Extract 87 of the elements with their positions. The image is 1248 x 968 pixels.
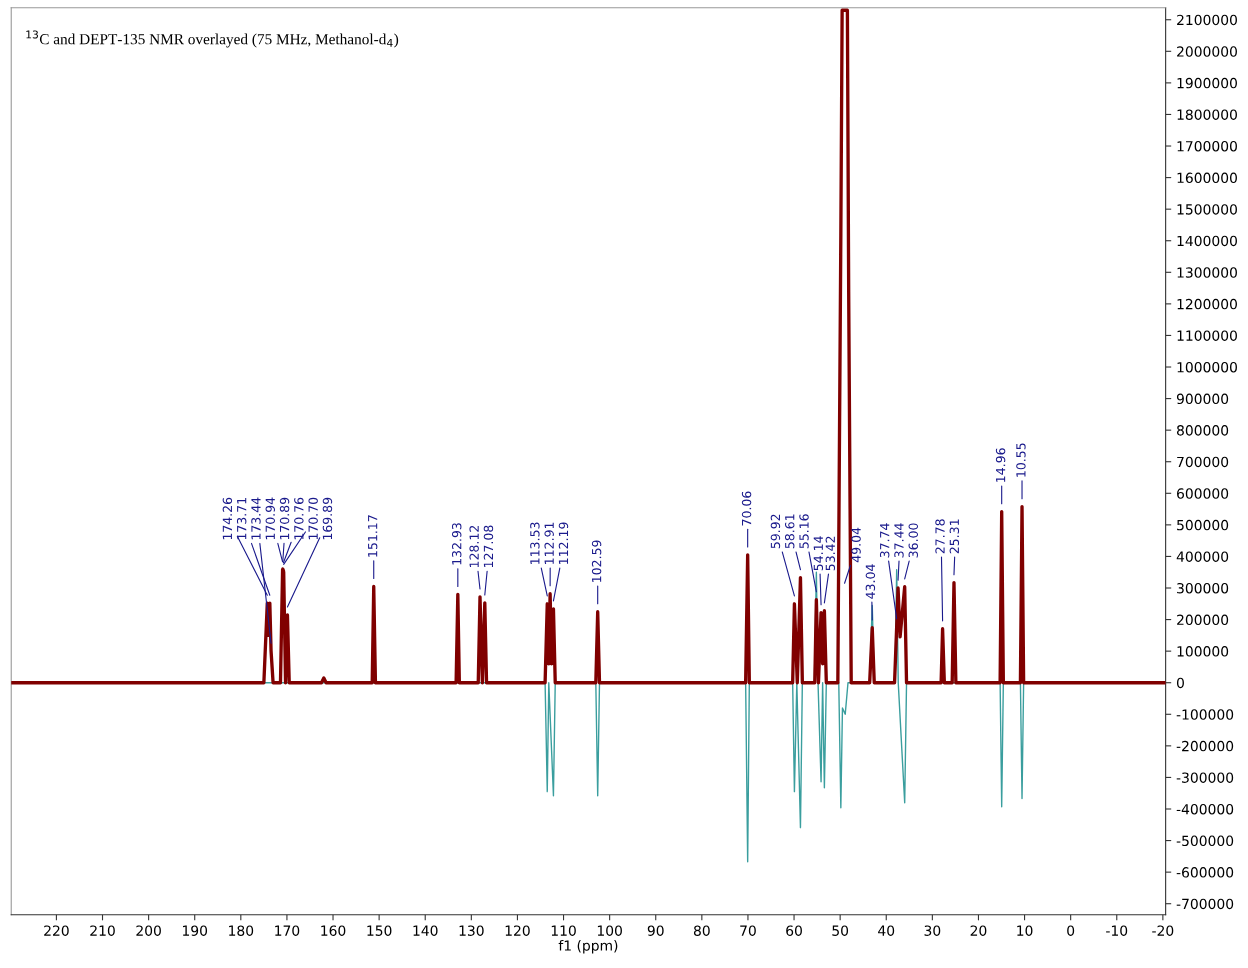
x-tick-label: 180 [229, 925, 254, 936]
annotation: 53.42 [825, 536, 836, 571]
annotation: 58.61 [784, 514, 795, 549]
y-tick-label: -200000 [1176, 740, 1234, 752]
x-tick-label: 40 [878, 925, 895, 936]
y-tick-label: 2100000 [1177, 14, 1237, 26]
annotation: 25.31 [949, 519, 960, 554]
x-tick-label: 190 [182, 925, 208, 936]
y-tick-label: 900000 [1176, 393, 1229, 405]
annotation: 170.76 [294, 497, 304, 540]
x-tick-label: 210 [90, 925, 115, 936]
x-tick-label: 20 [970, 925, 987, 936]
annotation: 37.44 [894, 523, 904, 558]
y-tick-label: 500000 [1177, 519, 1229, 531]
annotation: 43.04 [865, 564, 876, 599]
annotation: 55.16 [799, 514, 809, 549]
x-tick-label: 70 [740, 925, 756, 936]
y-tick-label: 800000 [1176, 425, 1229, 436]
x-tick-label: 150 [367, 925, 392, 936]
y-tick-label: 2000000 [1177, 46, 1237, 57]
x-tick-label: 90 [647, 925, 664, 936]
annotation: 128.12 [469, 525, 479, 568]
y-tick-label: 1300000 [1177, 267, 1237, 278]
x-tick-label: -10 [1106, 925, 1128, 936]
annotation: 169.89 [322, 497, 333, 540]
annotation: 102.59 [591, 540, 602, 582]
annotation: 10.55 [1016, 443, 1026, 477]
text: $^{13}$C and DEPT-135 NMR overlayed (75 MHz, Methanol-d$_{4}$) [26, 30, 399, 48]
y-tick-label: -600000 [1176, 867, 1234, 878]
annotation: 173.44 [251, 497, 261, 540]
y-tick-label: 0 [1176, 677, 1184, 689]
y-tick-label: 200000 [1177, 614, 1229, 626]
annotation: 54.14 [813, 536, 824, 571]
y-tick-label: 1400000 [1177, 235, 1237, 247]
annotation: 113.53 [530, 522, 540, 564]
y-tick-label: 1000000 [1177, 361, 1237, 373]
y-tick-label: 400000 [1176, 551, 1229, 562]
x-tick-label: 130 [459, 925, 484, 936]
y-tick-label: -500000 [1176, 835, 1234, 847]
x-tick-label: 10 [1017, 925, 1033, 936]
annotation: 170.89 [279, 497, 290, 540]
y-tick-label: 1200000 [1177, 298, 1237, 310]
x-axis-title: f1 (ppm) [558, 940, 618, 954]
x-tick-label: 200 [136, 925, 161, 936]
y-tick-label: -700000 [1176, 898, 1234, 910]
x-tick-label: 170 [275, 925, 300, 936]
annotation: 170.94 [265, 497, 275, 540]
annotation: 170.70 [308, 497, 318, 540]
annotation: 27.78 [935, 519, 945, 554]
annotation: 36.00 [908, 523, 918, 558]
x-tick-label: 100 [597, 925, 622, 936]
y-tick-label: 1900000 [1177, 77, 1237, 89]
annotation: 49.04 [851, 527, 861, 563]
y-tick-label: 300000 [1177, 582, 1229, 594]
y-tick-label: 600000 [1177, 488, 1229, 499]
x-tick-label: 50 [832, 925, 849, 936]
annotation: 151.17 [368, 515, 378, 557]
x-tick-label: 80 [693, 925, 710, 936]
x-tick-label: -20 [1152, 925, 1174, 936]
y-tick-label: 1100000 [1177, 330, 1237, 341]
y-tick-label: 1600000 [1177, 172, 1237, 184]
x-tick-label: 120 [505, 925, 530, 936]
y-tick-label: -300000 [1176, 772, 1234, 783]
x-tick-label: 60 [786, 925, 802, 936]
annotation: 59.92 [770, 514, 781, 549]
x-tick-label: 220 [44, 925, 69, 936]
x-tick-label: 160 [321, 925, 346, 936]
annotation: 173.71 [236, 498, 247, 540]
x-tick-label: 0 [1067, 925, 1075, 936]
x-tick-label: 140 [413, 925, 438, 936]
annotation: 112.91 [544, 522, 554, 564]
x-tick-label: 110 [551, 925, 576, 936]
annotation: 174.26 [222, 497, 233, 540]
y-tick-label: 1500000 [1177, 204, 1237, 215]
y-tick-label: -100000 [1176, 709, 1234, 720]
y-tick-label: 1800000 [1177, 109, 1237, 120]
y-tick-label: 100000 [1177, 646, 1229, 657]
annotation: 37.74 [879, 523, 890, 558]
y-tick-label: -400000 [1176, 803, 1234, 815]
annotation: 14.96 [995, 448, 1006, 482]
x-tick-label: 30 [924, 925, 941, 936]
annotation: 132.93 [452, 523, 462, 565]
y-tick-label: 1700000 [1177, 140, 1237, 152]
annotation: 112.19 [558, 522, 569, 564]
annotation: 70.06 [741, 491, 752, 526]
annotation: 127.08 [483, 525, 494, 568]
y-tick-label: 700000 [1177, 456, 1229, 468]
